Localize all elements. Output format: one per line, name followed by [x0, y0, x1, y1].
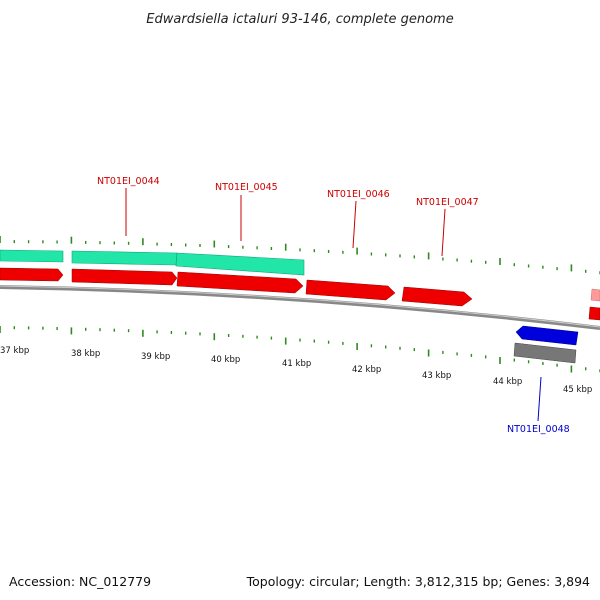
reverse-gene-track [513, 342, 577, 364]
scale-label: 43 kbp [422, 371, 451, 381]
genome-backbone [0, 285, 600, 330]
gene-label[interactable]: NT01EI_0046 [327, 189, 390, 200]
gene-feature[interactable] [0, 249, 64, 263]
cds-arrow[interactable] [515, 325, 579, 346]
scale-label: 45 kbp [563, 385, 592, 395]
genome-backbone-highlight [0, 285, 600, 328]
reverse-cds-track [515, 325, 579, 346]
gene-labels: NT01EI_0044 NT01EI_0045 NT01EI_0046 NT01… [97, 176, 570, 435]
gene-feature[interactable] [175, 252, 305, 276]
genome-summary-text: Topology: circular; Length: 3,812,315 bp… [246, 574, 590, 589]
outer-tick-ring [0, 236, 600, 275]
label-leader-line [441, 208, 446, 257]
cds-arrow[interactable] [0, 267, 64, 282]
gene-feature[interactable] [71, 250, 178, 266]
forward-gene-track [0, 249, 305, 276]
map-title: Edwardsiella ictaluri 93-146, complete g… [146, 12, 453, 27]
cds-arrow[interactable] [588, 306, 600, 321]
forward-cds-track [0, 267, 600, 321]
inner-tick-ring [0, 326, 600, 373]
cds-arrow[interactable] [176, 271, 304, 294]
label-leader-line [352, 200, 357, 249]
scale-label: 41 kbp [282, 359, 311, 369]
cds-arrow[interactable] [590, 288, 600, 302]
gene-label[interactable]: NT01EI_0044 [97, 176, 160, 187]
scale-label: 37 kbp [0, 346, 29, 356]
gene-feature[interactable] [513, 342, 577, 364]
scale-label: 40 kbp [211, 355, 240, 365]
scale-label: 44 kbp [493, 377, 522, 387]
gene-label[interactable]: NT01EI_0045 [215, 182, 278, 193]
label-leader-line [537, 376, 542, 422]
gene-label[interactable]: NT01EI_0048 [507, 424, 570, 435]
cds-arrow[interactable] [305, 279, 396, 301]
scale-label: 39 kbp [141, 352, 170, 362]
scale-label: 38 kbp [71, 349, 100, 359]
cds-arrow[interactable] [401, 286, 473, 307]
gene-label[interactable]: NT01EI_0047 [416, 197, 479, 208]
cds-arrow[interactable] [71, 268, 178, 286]
scale-labels: 37 kbp 38 kbp 39 kbp 40 kbp 41 kbp 42 kb… [0, 346, 592, 395]
accession-text: Accession: NC_012779 [9, 574, 151, 589]
scale-label: 42 kbp [352, 365, 381, 375]
